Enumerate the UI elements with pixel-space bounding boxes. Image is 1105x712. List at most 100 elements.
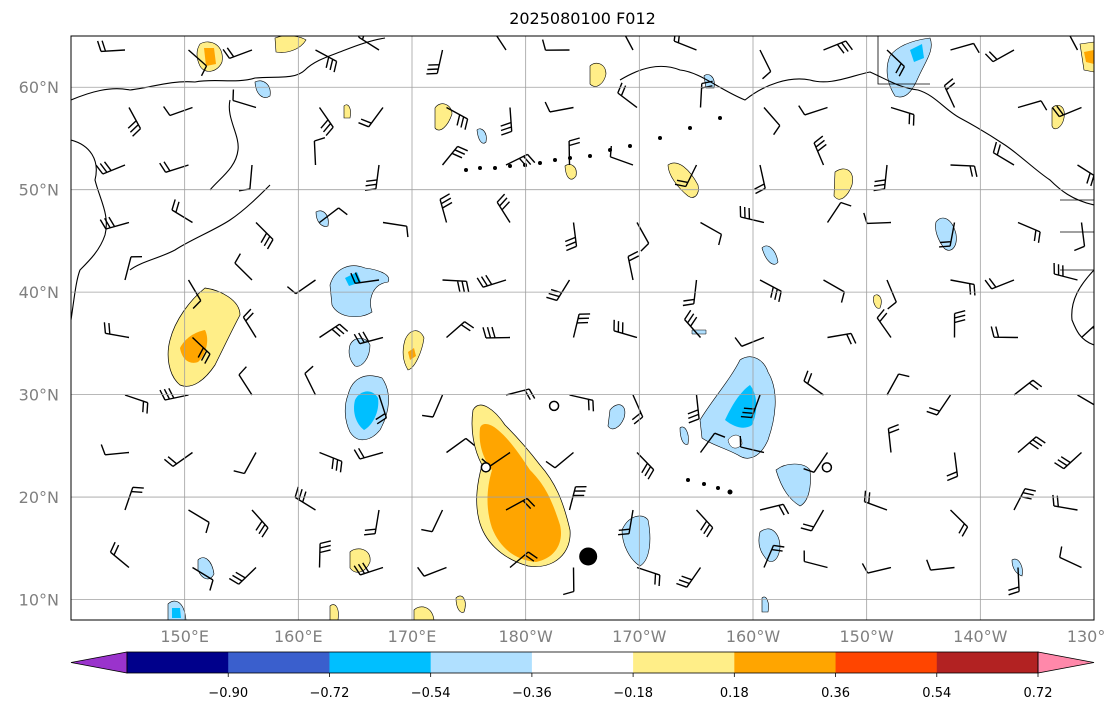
- wind-barb: [222, 47, 253, 60]
- wind-barb: [353, 562, 384, 576]
- wind-barb: [476, 274, 507, 288]
- wind-barb: [673, 36, 697, 51]
- lon-tick-label: 170°W: [612, 627, 667, 646]
- colorbar-tick-label: 0.36: [821, 686, 850, 701]
- longitude-labels: 150°E 160°E 170°E 180°W 170°W 160°W 150°W 140°W…: [160, 627, 1105, 646]
- wind-barb: [232, 89, 257, 109]
- wind-barb: [242, 308, 257, 338]
- wind-barb: [163, 451, 193, 467]
- wind-barb: [1017, 221, 1041, 243]
- wind-barb: [421, 394, 444, 418]
- wind-barb: [441, 145, 468, 166]
- wind-barb: [350, 272, 380, 284]
- colorbar-segment: [329, 652, 432, 673]
- colorbar-tick-label: −0.54: [411, 686, 451, 701]
- wind-barb: [759, 49, 772, 80]
- wind-barb: [946, 452, 959, 482]
- lon-tick-label: 180°W: [498, 627, 553, 646]
- wind-barb: [318, 107, 334, 137]
- lon-tick-label: 140°W: [953, 627, 1008, 646]
- wind-barb: [353, 331, 384, 345]
- wind-barb: [1008, 567, 1020, 596]
- wind-barb: [886, 279, 897, 310]
- wind-barb: [823, 279, 845, 303]
- wind-barb: [439, 193, 453, 223]
- wind-barb: [109, 541, 130, 569]
- wind-barb: [569, 394, 595, 412]
- wind-barb: [863, 212, 892, 225]
- wind-barb: [676, 567, 702, 588]
- wind-barb: [890, 106, 915, 126]
- wind-barb: [192, 336, 211, 364]
- wind-barb: [950, 42, 980, 54]
- wind-barb: [187, 279, 202, 309]
- wind-barb: [319, 323, 349, 339]
- wind-barb: [803, 370, 824, 396]
- lat-tick-label: 40°N: [19, 283, 59, 302]
- wind-barb: [545, 451, 574, 469]
- border-lines: [877, 36, 1094, 271]
- wind-barb: [572, 313, 591, 338]
- wind-barb: [823, 40, 853, 54]
- wind-barb: [318, 540, 331, 568]
- wind-barb: [1074, 222, 1086, 252]
- latitude-labels: 10°N 20°N 30°N 40°N 50°N 60°N: [19, 78, 59, 609]
- wind-barb: [739, 205, 765, 224]
- wind-barb: [426, 49, 444, 75]
- wind-barb: [1013, 379, 1043, 396]
- wind-barb: [505, 497, 536, 511]
- wind-barb: [813, 135, 827, 166]
- open-circle-marker: [548, 400, 560, 412]
- wind-barb: [754, 164, 766, 195]
- wind-barb: [636, 452, 655, 480]
- wind-barb: [759, 503, 790, 516]
- wind-barb: [873, 164, 888, 192]
- lon-tick-label: 150°W: [839, 627, 894, 646]
- wind-barb: [286, 279, 316, 295]
- lat-tick-label: 30°N: [19, 386, 59, 405]
- wind-barb: [568, 486, 587, 511]
- wind-barb: [358, 107, 384, 128]
- wind-barb: [803, 550, 828, 569]
- wind-barb: [234, 253, 253, 281]
- wind-barb: [546, 279, 571, 302]
- wind-barb: [159, 161, 189, 173]
- colorbar-extend-low: [70, 651, 128, 674]
- colorbar-segment: [228, 652, 330, 673]
- wind-barb: [682, 279, 698, 307]
- wind-barbs: [95, 36, 1094, 596]
- colorbar-segment: [127, 652, 229, 673]
- wind-barb: [238, 366, 253, 396]
- coastlines: [71, 37, 1094, 346]
- graticule: [71, 36, 1095, 620]
- wind-barb: [886, 373, 910, 396]
- wind-barb: [421, 509, 444, 533]
- wind-barb: [171, 199, 193, 224]
- wind-barb: [1013, 488, 1036, 511]
- wind-barb: [699, 432, 726, 453]
- colorbar-frame: [126, 651, 1039, 674]
- lon-tick-label: 150°E: [160, 627, 209, 646]
- wind-barb: [563, 567, 575, 596]
- colorbar: −0.90 −0.72 −0.54 −0.36 −0.18 0.18 0.36 0.54 0.7…: [70, 651, 1095, 701]
- wind-barb: [684, 309, 702, 338]
- wind-barb: [1059, 546, 1082, 569]
- wind-barb: [627, 250, 640, 281]
- colorbar-segment: [430, 652, 533, 673]
- lon-tick-label: 160°W: [726, 627, 781, 646]
- wind-barb: [568, 137, 580, 166]
- wind-barb: [1054, 451, 1082, 470]
- wind-barb: [1053, 262, 1078, 281]
- wind-barb: [1017, 100, 1048, 111]
- colorbar-extend-high: [1037, 651, 1095, 674]
- wind-barb: [228, 566, 257, 585]
- wind-barb: [826, 201, 852, 223]
- wind-barb: [992, 141, 1015, 166]
- wind-barb: [319, 207, 348, 224]
- map-title: 2025080100 F012: [509, 9, 656, 28]
- wind-barb: [740, 394, 761, 419]
- wind-barb: [763, 107, 781, 136]
- wind-barb: [1069, 36, 1079, 51]
- wind-barb: [304, 365, 317, 396]
